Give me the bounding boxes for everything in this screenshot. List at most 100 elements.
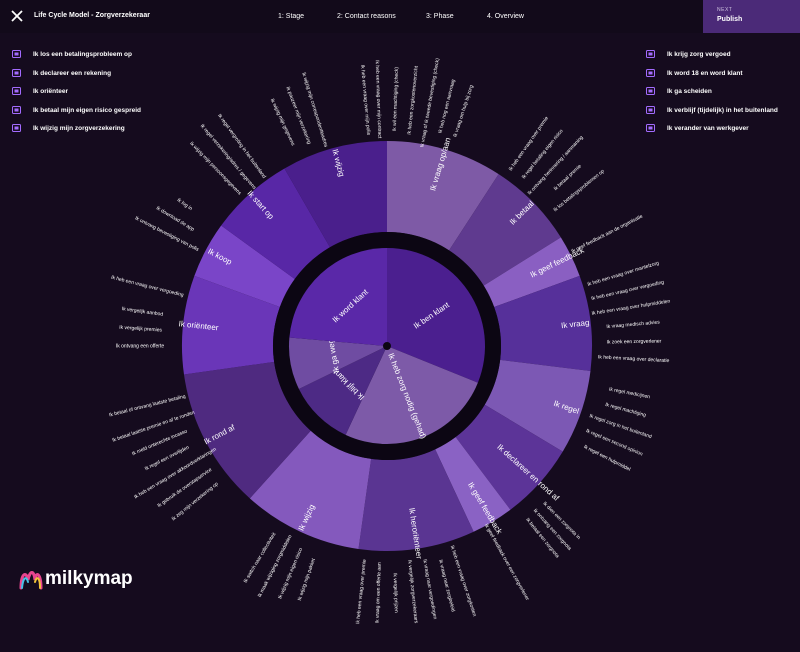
inner-segment[interactable]: [298, 346, 387, 435]
contact-reason-label: Ik ontvang bevestiging van polis: [134, 215, 200, 253]
contact-reason-label: Ik pauzeer mijn verzekering: [284, 86, 312, 145]
contact-reason-label: Ik betaal of ontvang laatste betaling: [109, 394, 187, 419]
outer-segment-label: Ik oriënteer: [178, 319, 219, 332]
contact-reason-label: Ik heb een vraag over hulpmiddelen: [591, 298, 671, 316]
outer-segment[interactable]: [181, 275, 280, 375]
outer-segment[interactable]: [183, 361, 311, 499]
contact-reason-label: Ik betaal een zorgnota: [524, 517, 560, 559]
document-icon: [12, 68, 21, 77]
outer-segment[interactable]: [358, 449, 474, 551]
contact-reason-label: Ik vergelijk zorgverzekeraars: [406, 560, 419, 624]
inner-segment[interactable]: [289, 337, 387, 389]
legend-right-label: Ik ga scheiden: [667, 88, 712, 95]
step-phase[interactable]: 3: Phase: [426, 13, 454, 20]
legend-left-label: Ik oriënteer: [33, 88, 69, 95]
outer-segment-label: Ik vraag: [561, 318, 590, 330]
contact-reason-label: Ik regel vergroting in het buitenland: [216, 113, 267, 180]
contact-reason-label: Ik betaal laatste premie en af te ronden: [112, 410, 196, 444]
step-overview[interactable]: 4. Overview: [487, 13, 524, 20]
contact-reason-label: Ik vraag om hulp bij zorg: [452, 84, 475, 138]
split-icon: [646, 87, 655, 95]
contact-reason-label: Ik ontvang een offerte: [116, 343, 164, 349]
milkymap-logo-icon: [19, 571, 43, 590]
contact-reason-label: Ik regel zorg in het buitenland: [588, 413, 652, 440]
outer-segment[interactable]: [387, 141, 499, 251]
step-contact-reasons[interactable]: 2: Contact reasons: [337, 13, 396, 20]
outer-segment-label: Ik rond af: [203, 422, 237, 446]
outer-segment-label: Ik wijzig: [297, 503, 317, 532]
contact-reason-label: Ik regel een overlijden: [144, 445, 191, 473]
cards-icon: [12, 105, 21, 114]
outer-segment[interactable]: [284, 141, 388, 248]
outer-segment-label: Ik vraag op/aan: [428, 136, 452, 191]
contact-reason-label: Ik heb een vraag over mijn polis: [359, 65, 371, 136]
outer-segment-label: Ik betaal: [508, 199, 536, 227]
legend-right-label: Ik verander van werkgever: [667, 125, 749, 132]
legend-left-label: Ik wijzig mijn zorgverzekering: [33, 125, 125, 132]
step-stage[interactable]: 1: Stage: [278, 13, 305, 20]
contact-reason-label: Ik wijzig mijn persoonsgegevens: [188, 141, 242, 197]
contact-reason-label: Ik betaal premie: [553, 163, 583, 192]
outer-segment[interactable]: [194, 225, 295, 308]
contact-reason-label: Ik wijzig mijn gegevens: [269, 98, 296, 147]
center-dot: [383, 342, 391, 350]
outer-segment[interactable]: [449, 174, 561, 286]
outer-segment[interactable]: [483, 237, 580, 308]
signpost-icon: [12, 87, 21, 95]
contact-reason-label: Ik heb een vraag over premie: [508, 115, 550, 172]
cake-icon: [646, 68, 655, 77]
contact-reason-label: Ik switch naar collectiviteit: [243, 531, 278, 584]
contact-reason-label: Ik heb een vraag over vergoeding: [110, 275, 184, 299]
inner-segment[interactable]: [345, 346, 478, 445]
legend-left-label: Ik betaal mijn eigen risico gespreid: [33, 106, 142, 114]
outer-segment[interactable]: [221, 168, 330, 279]
contact-reason-label: Ik geef feedback aan de organisatie: [571, 213, 645, 254]
outer-segment-label: Ik geef feedback: [529, 245, 587, 279]
inner-segment-label: Ik heb zorg nodig (gehad): [386, 352, 428, 440]
legend-right-label: Ik krijg zorg vergoed: [667, 51, 731, 58]
outer-segment[interactable]: [249, 430, 372, 550]
contact-reason-label: Ik regel medicijnen: [608, 387, 650, 401]
card-icon: [646, 50, 655, 58]
contact-reason-label: Ik geef feedback over een zorgverlener: [483, 523, 530, 602]
contact-reason-label: Ik wijzig mijn correspondentieadres: [300, 72, 329, 149]
contact-reason-label: Ik log in: [176, 197, 194, 212]
top-bar: Life Cycle Model - Zorgverzekeraar 1: St…: [0, 0, 800, 33]
contact-reason-label: Ik vraag naar vergoedingen: [421, 559, 438, 620]
legend-left-label: Ik declareer een rekening: [33, 69, 112, 77]
contact-reason-label: Ik wijzig mijn pakket: [297, 557, 317, 601]
outer-segment[interactable]: [455, 404, 563, 510]
contact-reason-label: Ik maak wijziging zorgmiddelen: [257, 534, 294, 599]
outer-segment-label: Ik start op: [245, 189, 276, 222]
contact-reason-label: Ik zoek een zorgverlener: [607, 339, 662, 346]
outer-segment-label: Ik regel: [552, 399, 580, 416]
contact-reason-label: Ik vraag of ik tweede bevestiging (check…: [419, 57, 441, 147]
contact-reason-label: Ik gebruik de overstapservice: [156, 467, 213, 509]
contact-reason-label: Ik vergelijk premies: [119, 325, 163, 334]
outer-segment-label: Ik wijzig: [330, 148, 346, 177]
contact-reason-label: Ik meld onterechte incasso: [131, 428, 188, 457]
close-icon[interactable]: [10, 9, 24, 23]
contact-reason-label: Ik heb een vraag over mijn contract: [374, 60, 383, 139]
inner-segment[interactable]: [387, 248, 485, 383]
outer-segment-label: Ik geef feedback: [466, 481, 504, 537]
contact-reason-label: Ik regel een second opinion: [585, 428, 644, 458]
contact-reason-label: Ik download de app: [155, 205, 195, 233]
contact-reason-label: Ik ontvang herinnering / aanmaning: [527, 135, 585, 197]
page-title: Life Cycle Model - Zorgverzekeraar: [34, 12, 150, 19]
contact-reason-label: Ik vergelijk aanbod: [121, 306, 163, 318]
outer-segment[interactable]: [435, 437, 511, 532]
person-icon: [646, 124, 655, 132]
contact-reason-label: Ik heb een vraag over vergoeding: [591, 279, 665, 302]
contact-reason-label: Ik heb een vraag over mantelzorg: [587, 260, 660, 288]
contact-reason-label: Ik vraag om een offerte aan: [375, 562, 383, 623]
contact-reason-label: Ik vraag medisch advies: [606, 319, 660, 330]
outer-segment[interactable]: [494, 275, 593, 371]
outer-segment[interactable]: [484, 359, 591, 452]
contact-reason-label: Ik zeg mijn verzekering op: [171, 481, 220, 522]
inner-segment[interactable]: [289, 248, 387, 346]
publish-button[interactable]: NEXT Publish: [703, 0, 800, 33]
brand-name: milkymap: [45, 568, 133, 589]
legend-left-label: Ik los een betalingsprobleem op: [33, 51, 132, 58]
